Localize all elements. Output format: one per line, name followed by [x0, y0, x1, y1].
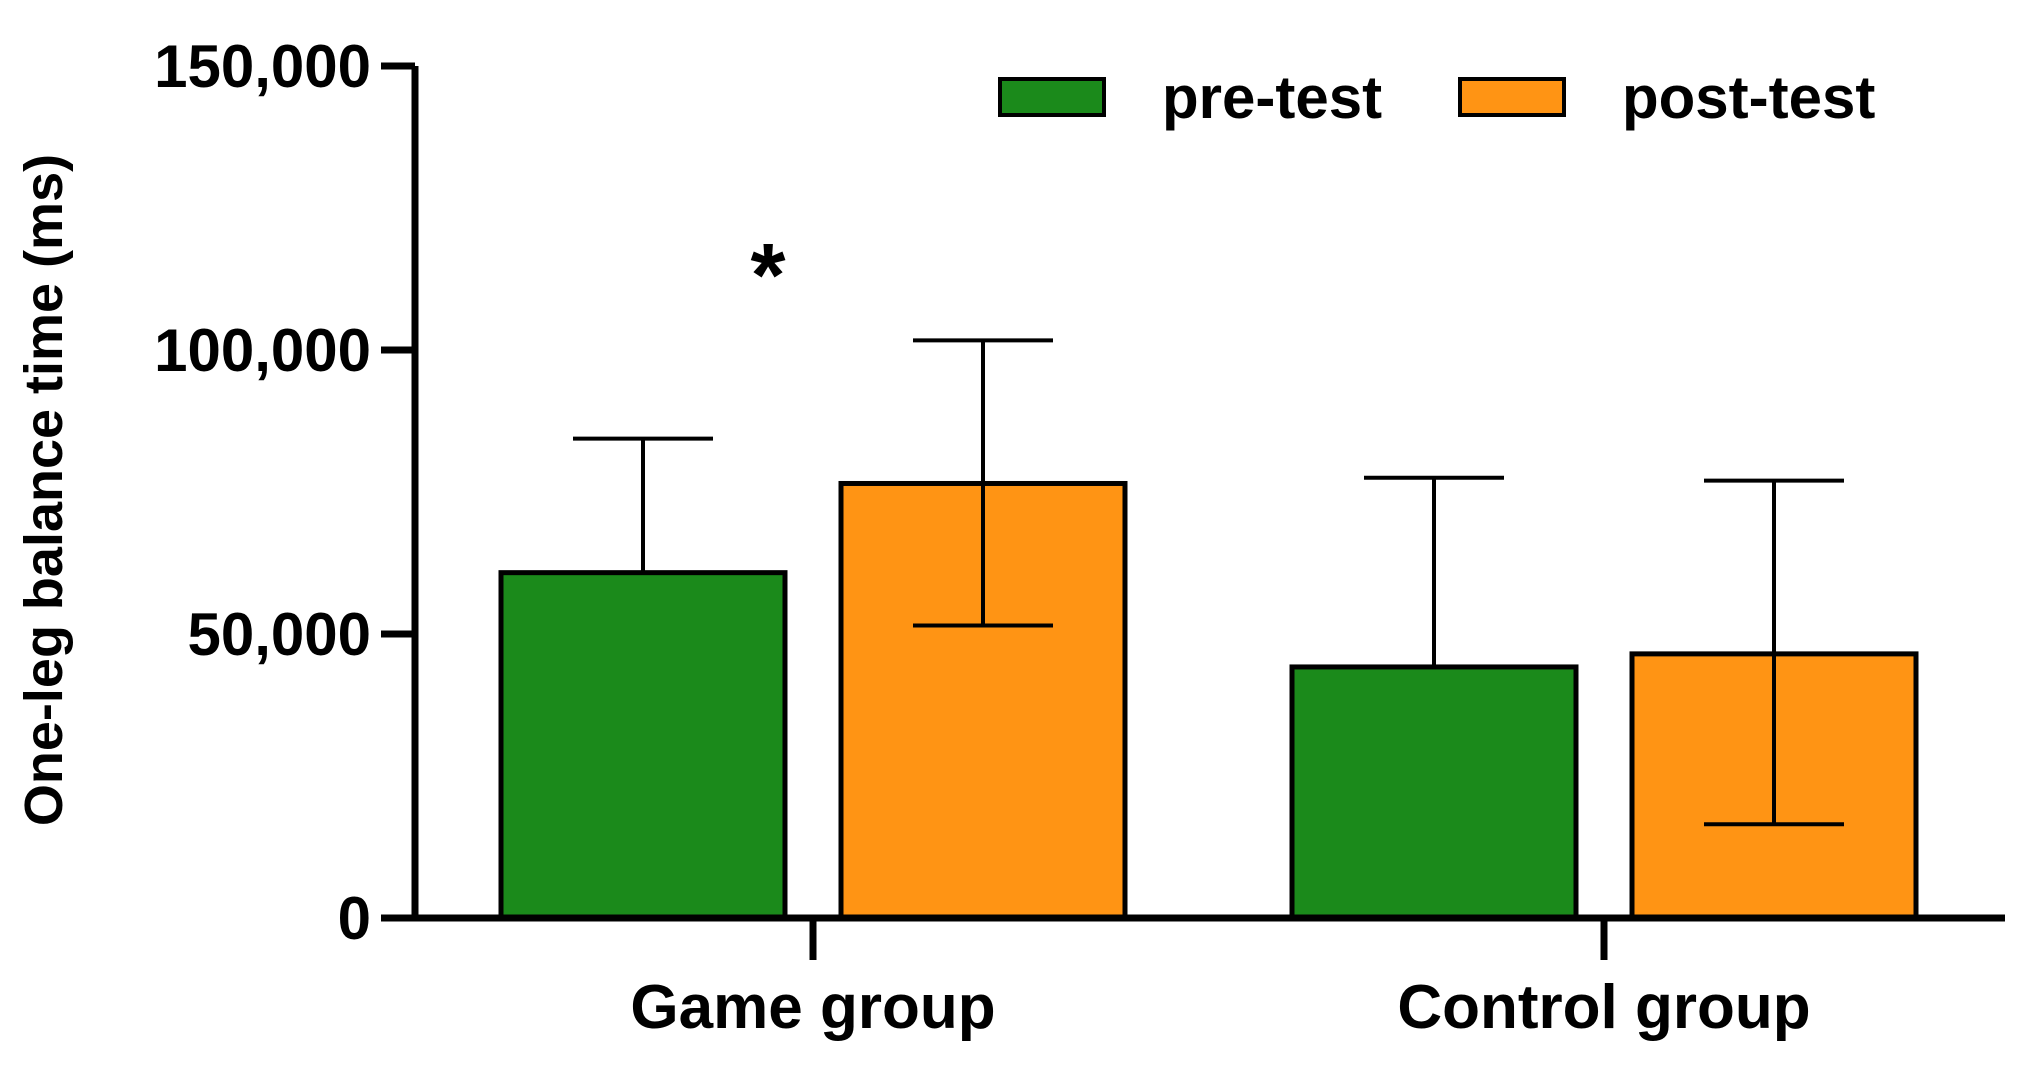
bar-pre-test-1: [1289, 664, 1579, 921]
y-tick-label: 50,000: [187, 601, 371, 668]
bar-pre-test-0: [498, 570, 788, 921]
legend-label-post-test: post-test: [1622, 64, 1875, 131]
y-axis-title: One-leg balance time (ms): [14, 154, 74, 826]
x-category-label: Game group: [630, 973, 995, 1042]
legend: pre-test post-test: [998, 64, 1875, 131]
legend-label-pre-test: pre-test: [1162, 64, 1382, 131]
y-tick-label: 0: [338, 885, 371, 952]
axes: [411, 66, 2005, 922]
legend-swatch-pre-test: [998, 77, 1106, 117]
y-tick-label: 100,000: [154, 317, 371, 384]
x-category-label: Control group: [1397, 973, 1810, 1042]
legend-swatch-post-test: [1458, 77, 1566, 117]
bars: [498, 480, 1919, 921]
y-tick-label: 150,000: [154, 33, 371, 100]
y-axis-ticks: 0 50,000 100,000 150,000: [154, 33, 415, 952]
error-bars: [573, 338, 1844, 827]
annotations: *: [750, 226, 785, 326]
x-axis-categories: Game group Control group: [630, 918, 1811, 1042]
significance-marker: *: [750, 226, 785, 326]
